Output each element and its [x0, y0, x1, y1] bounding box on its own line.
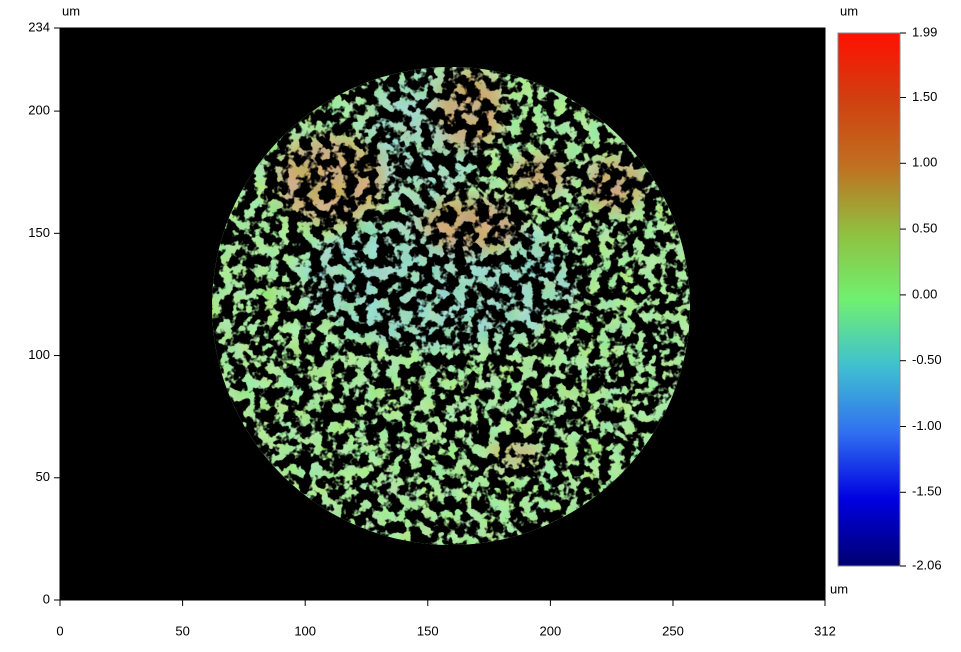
- y-tick-label: 0: [43, 591, 50, 606]
- x-axis-label: um: [830, 581, 848, 596]
- colorbar-label: um: [840, 3, 858, 18]
- colorbar-tick-label: 1.99: [912, 24, 937, 39]
- y-axis-label: um: [62, 3, 80, 18]
- colorbar-tick-label: -1.00: [912, 418, 942, 433]
- x-tick-label: 150: [417, 623, 439, 638]
- colorbar-tick-label: 1.00: [912, 155, 937, 170]
- colorbar-tick-label: -1.50: [912, 484, 942, 499]
- x-tick-label: 200: [540, 623, 562, 638]
- x-tick-label: 50: [175, 623, 189, 638]
- colorbar-tick-label: 0.00: [912, 286, 937, 301]
- colorbar-tick-label: -0.50: [912, 352, 942, 367]
- colorbar-tick-label: 0.50: [912, 221, 937, 236]
- colorbar-tick-label: 1.50: [912, 89, 937, 104]
- x-tick-label: 250: [662, 623, 684, 638]
- y-tick-label: 200: [28, 103, 50, 118]
- colorbar-tick-label: -2.06: [912, 557, 942, 572]
- x-tick-label: 0: [56, 623, 63, 638]
- x-tick-label: 312: [814, 623, 836, 638]
- y-tick-label: 50: [36, 469, 50, 484]
- y-tick-label: 234: [28, 19, 50, 34]
- chart: um um um 0 50 100 150 200 250 312 0 50 100 150 200 2…: [0, 0, 961, 647]
- y-tick-label: 150: [28, 225, 50, 240]
- x-tick-label: 100: [294, 623, 316, 638]
- y-tick-label: 100: [28, 347, 50, 362]
- colorbar: [838, 33, 900, 566]
